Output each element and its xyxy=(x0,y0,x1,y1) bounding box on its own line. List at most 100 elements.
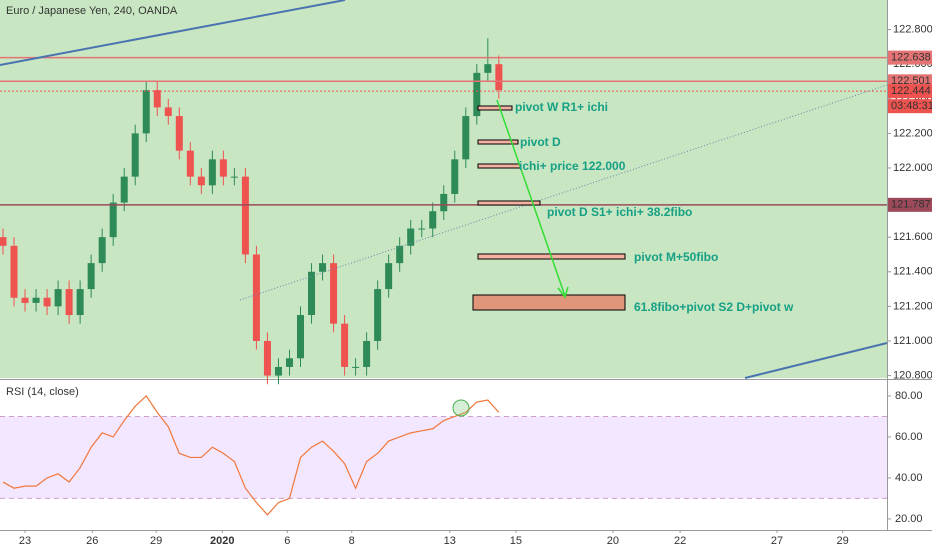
candle-body xyxy=(65,289,73,316)
y-tick-label: 121.200 xyxy=(893,300,932,312)
price-label: 122.638 xyxy=(891,52,931,64)
highlight xyxy=(452,399,470,417)
candle-body xyxy=(385,263,393,290)
candle-body xyxy=(308,271,316,316)
chart-title: Euro / Japanese Yen, 240, OANDA xyxy=(6,5,178,17)
y-tick-label: 80.00 xyxy=(895,390,923,402)
x-tick-label: 26 xyxy=(86,535,98,547)
candle-body xyxy=(10,245,18,298)
y-tick-label: 121.000 xyxy=(893,335,932,347)
candle-body xyxy=(418,228,426,230)
y-tick-label: 122.200 xyxy=(893,127,932,139)
candle-body xyxy=(374,289,382,341)
candle-body xyxy=(451,159,459,194)
rsi-line xyxy=(2,395,500,516)
candle-body xyxy=(230,176,238,178)
candle-body xyxy=(396,245,404,264)
candle-body xyxy=(274,366,282,376)
arrow xyxy=(496,99,566,297)
annotation: ichi+ price 122.000 xyxy=(519,159,626,173)
price-label-bg xyxy=(888,197,932,212)
candle-body xyxy=(407,228,415,246)
candle-body xyxy=(285,358,293,367)
rsi-band xyxy=(0,416,887,499)
trend-line xyxy=(0,0,346,66)
candle-body xyxy=(330,263,338,324)
candle-body xyxy=(54,289,62,307)
candle-body xyxy=(252,254,260,341)
trend-line xyxy=(744,342,888,379)
candle-body xyxy=(484,64,492,73)
rsi-title: RSI (14, close) xyxy=(6,386,79,398)
y-tick-label: 121.400 xyxy=(893,266,932,278)
candle-body xyxy=(32,297,40,303)
price-label-bg xyxy=(888,50,932,65)
price-label-bg xyxy=(888,84,932,99)
annotation: pivot W R1+ ichi xyxy=(515,100,608,114)
candle-body xyxy=(263,340,271,376)
annotation: 61.8fibo+pivot S2 D+pivot w xyxy=(634,300,794,314)
price-label: 122.444 xyxy=(891,85,931,97)
candle-body xyxy=(43,297,51,307)
y-tick-label: 20.00 xyxy=(895,513,923,525)
candle-body xyxy=(142,90,150,134)
candle-body xyxy=(153,90,161,108)
candle-body xyxy=(495,64,503,91)
annotation: pivot M+50fibo xyxy=(634,250,718,264)
x-tick-label: 23 xyxy=(19,535,31,547)
x-tick-label: 22 xyxy=(674,535,686,547)
y-tick-label: 121.600 xyxy=(893,231,932,243)
x-tick-label: 27 xyxy=(771,535,783,547)
x-tick-label: 8 xyxy=(349,535,355,547)
x-tick-label: 2020 xyxy=(210,535,234,547)
y-tick-label: 122.800 xyxy=(893,23,932,35)
candle-body xyxy=(241,176,249,255)
candle-body xyxy=(164,107,172,117)
candle-body xyxy=(429,211,437,229)
y-tick-label: 120.800 xyxy=(893,369,932,381)
price-label: 121.787 xyxy=(891,199,931,211)
x-tick-label: 15 xyxy=(510,535,522,547)
candle-body xyxy=(87,263,95,290)
y-tick-label: 60.00 xyxy=(895,431,923,443)
countdown: 03:48:31 xyxy=(891,100,932,112)
candle-body xyxy=(440,193,448,212)
candle-body xyxy=(0,237,7,246)
x-tick-label: 6 xyxy=(284,535,290,547)
x-tick-label: 29 xyxy=(150,535,162,547)
candle-body xyxy=(197,176,205,186)
x-tick-label: 29 xyxy=(836,535,848,547)
zone xyxy=(477,105,513,111)
candle-body xyxy=(462,116,470,160)
countdown-bg xyxy=(888,99,932,114)
candle-body xyxy=(186,150,194,177)
x-tick-label: 13 xyxy=(444,535,456,547)
candle-body xyxy=(363,340,371,367)
candle-body xyxy=(76,289,84,316)
candle-body xyxy=(352,366,360,368)
candle-body xyxy=(98,237,106,264)
x-tick-label: 20 xyxy=(607,535,619,547)
annotation: pivot D S1+ ichi+ 38.2fibo xyxy=(547,205,692,219)
candle-body xyxy=(219,159,227,177)
arrow-head xyxy=(557,286,569,299)
candle-body xyxy=(120,176,128,203)
zone xyxy=(477,163,521,169)
candle-body xyxy=(341,323,349,367)
candle-body xyxy=(297,315,305,359)
y-tick-label: 40.00 xyxy=(895,472,923,484)
candle-body xyxy=(319,263,327,272)
candle-body xyxy=(175,116,183,151)
candle-body xyxy=(473,72,481,117)
candle-body xyxy=(109,202,117,238)
zone xyxy=(477,200,541,206)
candle-body xyxy=(131,133,139,177)
candle-body xyxy=(208,159,216,186)
y-tick-label: 122.000 xyxy=(893,162,932,174)
candle-body xyxy=(21,297,29,303)
zone xyxy=(477,139,519,145)
zone xyxy=(472,294,626,311)
annotation: pivot D xyxy=(520,135,561,149)
